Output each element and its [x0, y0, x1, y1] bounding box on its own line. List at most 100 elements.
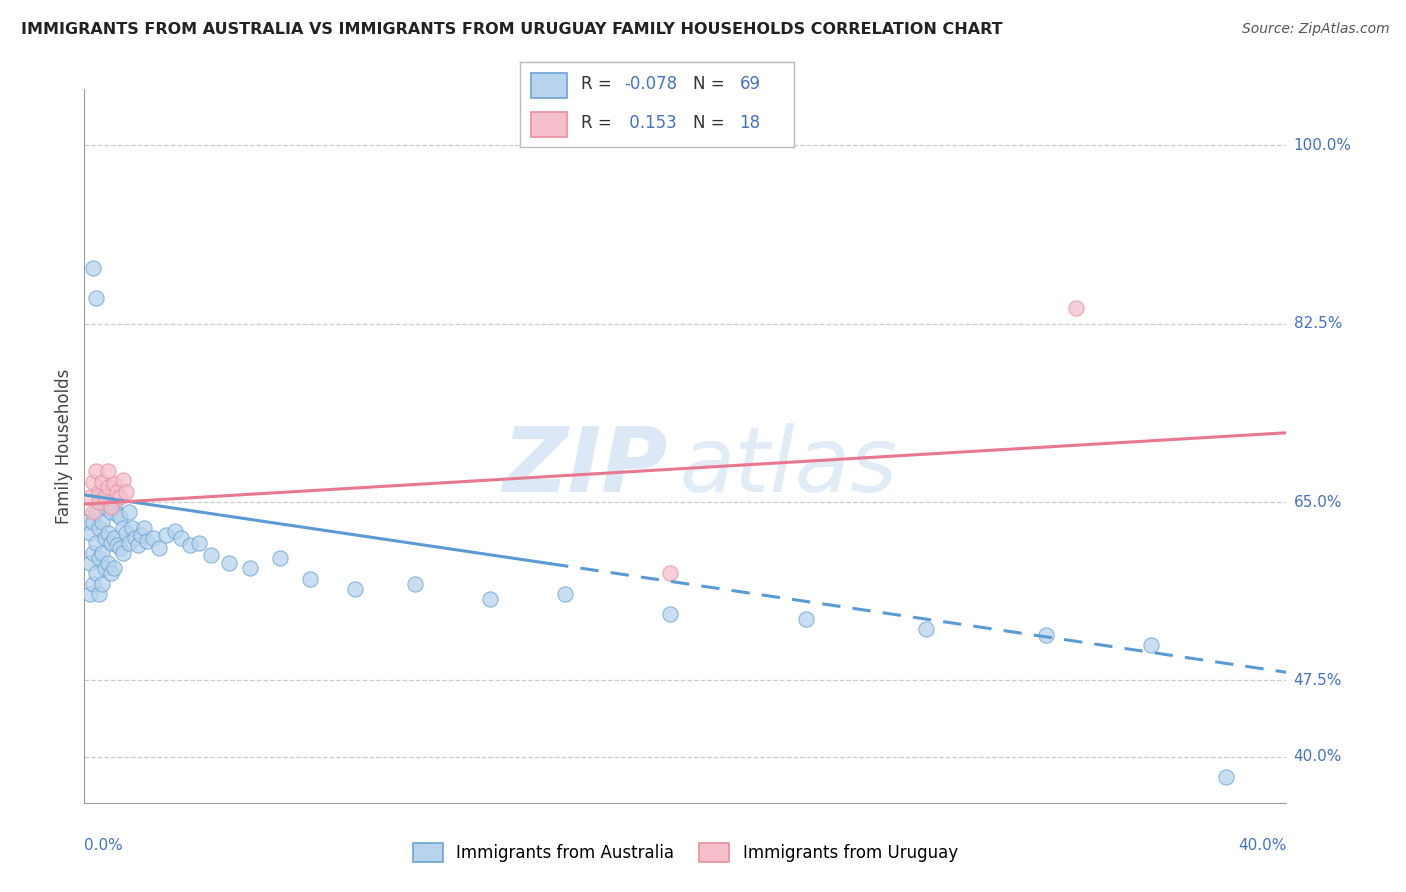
Point — [94, 561, 117, 575]
Point — [91, 546, 114, 560]
Point — [107, 484, 129, 499]
Text: N =: N = — [693, 114, 724, 132]
Point — [148, 541, 170, 555]
Text: ZIP: ZIP — [502, 424, 668, 511]
Point — [82, 516, 104, 530]
Point — [659, 566, 682, 581]
Point — [112, 520, 135, 534]
Point — [94, 531, 117, 545]
Point — [269, 551, 291, 566]
Point — [82, 546, 104, 560]
Point — [91, 576, 114, 591]
Point — [169, 531, 191, 545]
Text: 40.0%: 40.0% — [1239, 838, 1286, 854]
Point — [89, 490, 111, 504]
Text: 65.0%: 65.0% — [1294, 494, 1341, 509]
Point — [554, 587, 576, 601]
Text: 40.0%: 40.0% — [1294, 749, 1341, 764]
Point — [76, 516, 98, 530]
Point — [97, 465, 120, 479]
Point — [97, 556, 120, 570]
Point — [1140, 638, 1163, 652]
Point — [1035, 627, 1057, 641]
Point — [110, 510, 132, 524]
Point — [110, 490, 132, 504]
Y-axis label: Family Households: Family Households — [55, 368, 73, 524]
Point — [112, 546, 135, 560]
Text: Source: ZipAtlas.com: Source: ZipAtlas.com — [1241, 22, 1389, 37]
Point — [86, 566, 108, 581]
Point — [343, 582, 366, 596]
Point — [86, 465, 108, 479]
Point — [136, 533, 159, 548]
Point — [115, 525, 138, 540]
Text: IMMIGRANTS FROM AUSTRALIA VS IMMIGRANTS FROM URUGUAY FAMILY HOUSEHOLDS CORRELATI: IMMIGRANTS FROM AUSTRALIA VS IMMIGRANTS … — [21, 22, 1002, 37]
Point — [97, 480, 120, 494]
Point — [163, 524, 186, 538]
Point — [86, 505, 108, 519]
Point — [91, 484, 114, 499]
Point — [107, 538, 129, 552]
Point — [79, 587, 101, 601]
Point — [112, 473, 135, 487]
Point — [82, 260, 104, 275]
Point — [82, 505, 104, 519]
Text: 100.0%: 100.0% — [1294, 137, 1351, 153]
Point — [100, 505, 122, 519]
Point — [118, 536, 141, 550]
Point — [82, 576, 104, 591]
Point — [121, 520, 143, 534]
Point — [97, 495, 120, 509]
Point — [187, 536, 209, 550]
Text: N =: N = — [693, 75, 724, 93]
Point — [115, 484, 138, 499]
Text: 18: 18 — [740, 114, 761, 132]
Point — [659, 607, 682, 622]
Point — [118, 505, 141, 519]
Point — [915, 623, 938, 637]
Point — [155, 527, 177, 541]
Text: atlas: atlas — [679, 424, 897, 511]
Point — [91, 475, 114, 489]
Text: R =: R = — [581, 75, 612, 93]
Point — [127, 538, 149, 552]
Point — [103, 476, 125, 491]
Text: 69: 69 — [740, 75, 761, 93]
Point — [89, 520, 111, 534]
Point — [97, 525, 120, 540]
Point — [89, 484, 111, 499]
Point — [103, 561, 125, 575]
Point — [103, 500, 125, 515]
Text: 47.5%: 47.5% — [1294, 673, 1341, 688]
Point — [110, 541, 132, 555]
Point — [91, 516, 114, 530]
Point — [107, 508, 129, 522]
Point — [179, 538, 201, 552]
Point — [82, 475, 104, 489]
Point — [89, 495, 111, 509]
Point — [794, 612, 817, 626]
Point — [94, 490, 117, 504]
Point — [86, 291, 108, 305]
Point — [298, 572, 321, 586]
Text: R =: R = — [581, 114, 612, 132]
Legend: Immigrants from Australia, Immigrants from Uruguay: Immigrants from Australia, Immigrants fr… — [413, 843, 957, 863]
Text: 82.5%: 82.5% — [1294, 316, 1341, 331]
Point — [89, 587, 111, 601]
Point — [218, 556, 240, 570]
Bar — [531, 72, 567, 98]
Point — [1064, 301, 1087, 316]
Point — [79, 490, 101, 504]
Point — [89, 551, 111, 566]
Point — [404, 576, 426, 591]
Point — [79, 556, 101, 570]
Text: -0.078: -0.078 — [624, 75, 678, 93]
Point — [86, 536, 108, 550]
Text: 0.0%: 0.0% — [84, 838, 124, 854]
Bar — [531, 112, 567, 137]
Point — [124, 531, 146, 545]
Point — [200, 548, 222, 562]
Text: 0.153: 0.153 — [624, 114, 678, 132]
Point — [131, 527, 153, 541]
Point — [479, 591, 502, 606]
